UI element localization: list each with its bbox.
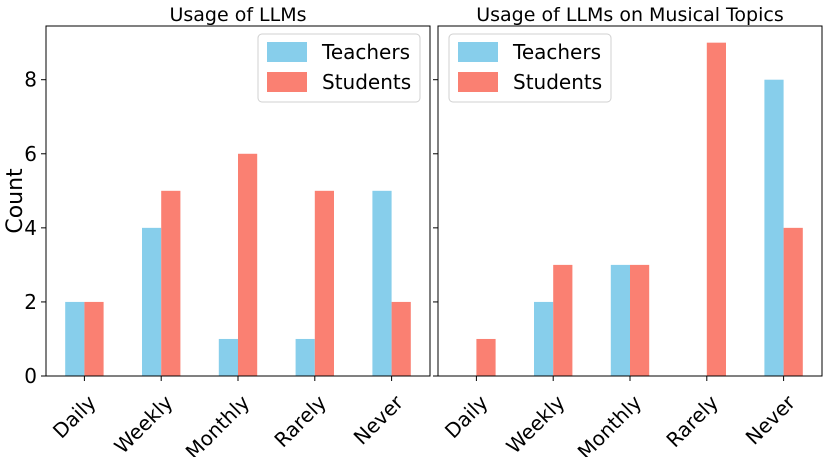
bar-students-rarely (314, 190, 334, 376)
legend-swatch-students (458, 72, 498, 92)
bar-students-never (391, 301, 411, 376)
chart-title: Usage of LLMs on Musical Topics (476, 4, 784, 26)
bar-teachers-monthly (610, 264, 630, 376)
y-tick-label: 0 (24, 364, 37, 388)
bar-students-daily (84, 301, 104, 376)
x-tick-label: Rarely (661, 390, 723, 452)
axes-frame (437, 25, 823, 377)
bar-teachers-rarely (295, 338, 315, 376)
y-axis-label: Count (3, 168, 28, 234)
x-tick-label: Monthly (181, 390, 255, 457)
legend-swatch-teachers (267, 42, 307, 62)
bar-students-monthly (630, 264, 650, 376)
legend: Teachers Students (257, 33, 421, 103)
bar-teachers-weekly (142, 227, 162, 376)
x-tick-label: Rarely (269, 390, 331, 452)
x-tick-label: Never (349, 390, 409, 450)
x-tick-label: Monthly (573, 390, 647, 457)
legend-label-teachers: Teachers (321, 40, 410, 64)
y-tick-label: 6 (24, 142, 37, 166)
legend-label-teachers: Teachers (512, 40, 601, 64)
y-tick-label: 8 (24, 68, 37, 92)
axes-frame (45, 25, 431, 377)
bar-students-rarely (706, 42, 726, 377)
y-tick-label: 4 (24, 216, 37, 240)
bar-teachers-never (764, 79, 784, 376)
x-tick-label: Daily (440, 390, 493, 443)
x-tick-label: Weekly (109, 390, 177, 457)
legend-swatch-teachers (458, 42, 498, 62)
x-tick-label: Weekly (501, 390, 569, 457)
bar-students-weekly (553, 264, 573, 376)
bar-teachers-daily (65, 301, 85, 376)
y-tick-label: 2 (24, 290, 37, 314)
bar-teachers-never (372, 190, 392, 376)
bar-students-never (783, 227, 803, 376)
bar-students-weekly (161, 190, 181, 376)
chart-title: Usage of LLMs (169, 4, 306, 26)
chart-panel-1: Usage of LLMs 0 2 4 6 8 Daily Weekly Monthly Rare… (24, 4, 431, 461)
chart-panel-2: Usage of LLMs on Musical Topics Daily Week… (433, 4, 823, 461)
bar-students-daily (476, 338, 496, 376)
bar-students-monthly (238, 153, 258, 376)
legend-swatch-students (267, 72, 307, 92)
legend-label-students: Students (322, 70, 411, 94)
bar-teachers-monthly (218, 338, 238, 376)
bar-teachers-weekly (534, 301, 554, 376)
x-tick-label: Daily (48, 390, 101, 443)
legend: Teachers Students (448, 33, 612, 103)
x-tick-label: Never (741, 390, 801, 450)
legend-label-students: Students (513, 70, 602, 94)
